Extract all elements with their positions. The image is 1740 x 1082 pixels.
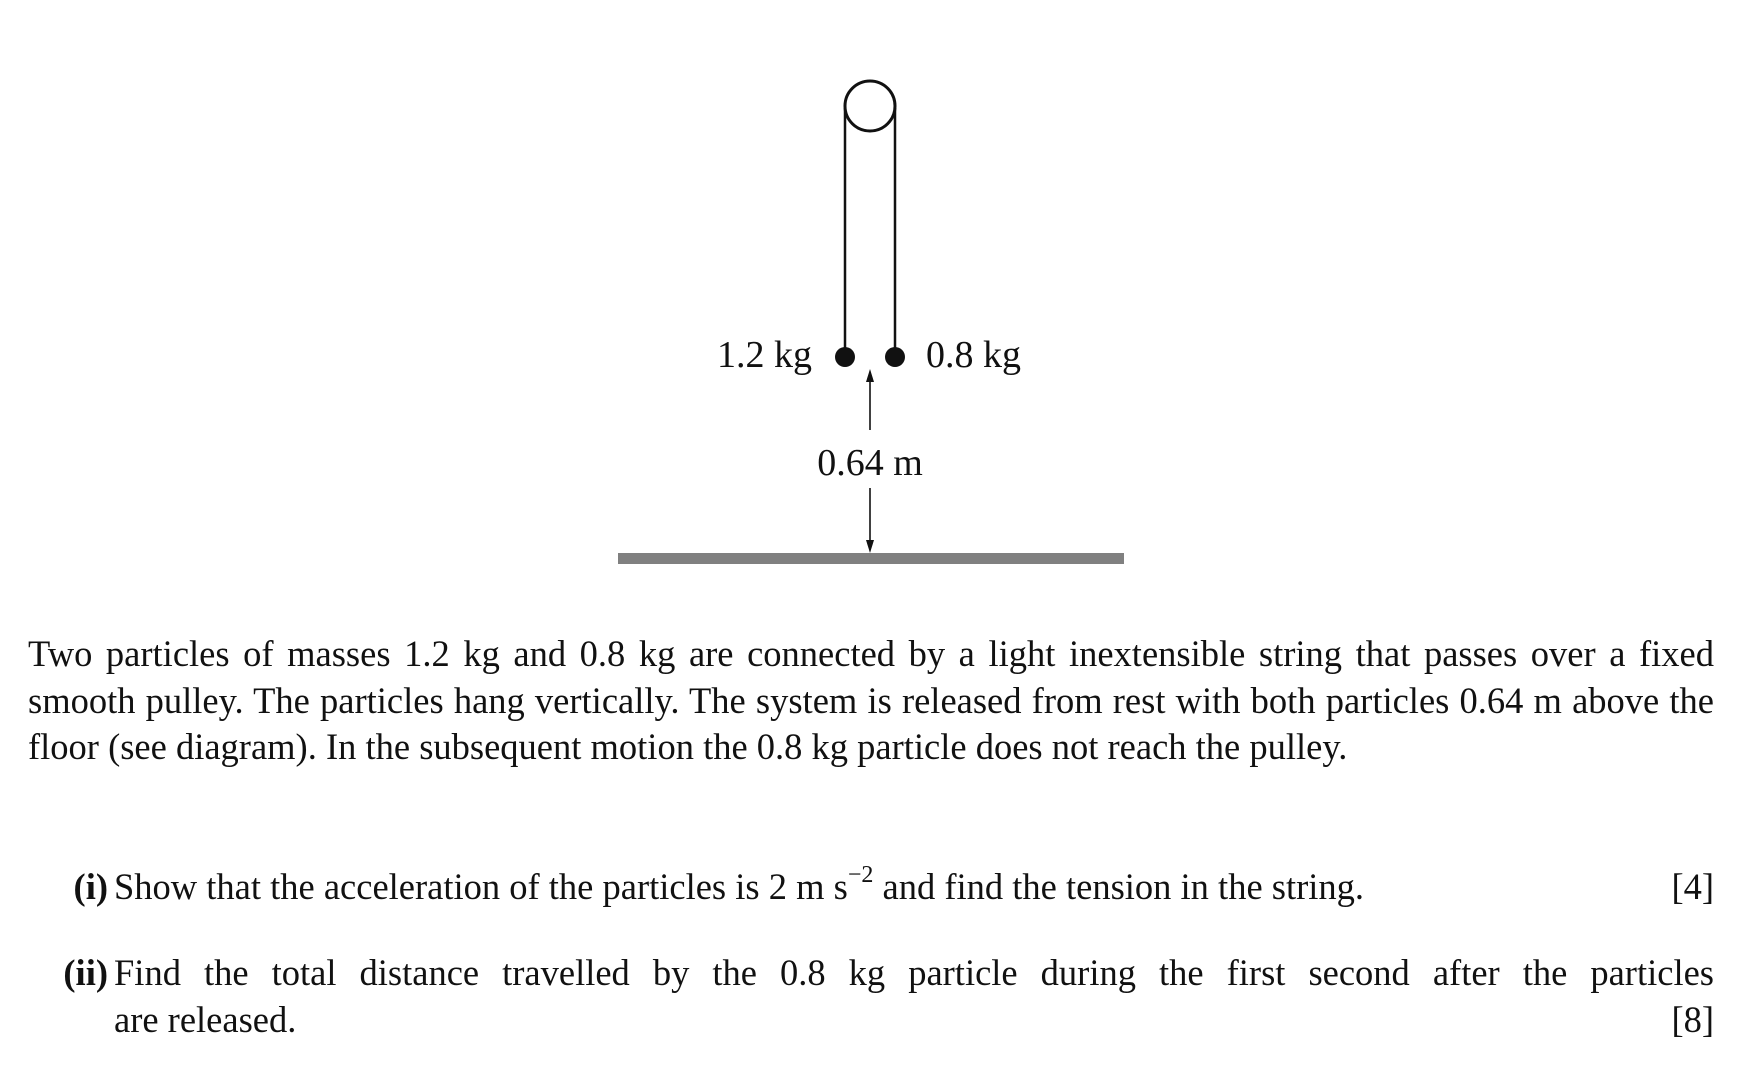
part-i-exponent: −2 (847, 861, 874, 888)
part-ii-marks: [8] (1671, 998, 1714, 1040)
intro-paragraph: Two particles of masses 1.2 kg and 0.8 k… (28, 633, 1714, 767)
part-ii-text-line1: Find the total distance travelled by the… (114, 952, 1714, 993)
question-part-ii: (ii) Find the total distance travelled b… (28, 950, 1714, 1043)
floor (618, 553, 1124, 564)
arrowhead-down (866, 540, 874, 553)
arrowhead-up (866, 369, 874, 382)
part-i-text-after: and find the tension in the string. (873, 866, 1365, 907)
particle-left (835, 347, 855, 367)
part-ii-text-line2: are released. (114, 998, 297, 1040)
part-i-text: Show that the acceleration of the partic… (114, 861, 1365, 911)
mass-left-label: 1.2 kg (717, 334, 812, 376)
pulley-diagram: 1.2 kg 0.8 kg 0.64 m (618, 79, 1124, 564)
part-i-label: (i) (73, 866, 108, 907)
mass-right-label: 0.8 kg (926, 334, 1021, 376)
question-part-i: (i) Show that the acceleration of the pa… (28, 861, 1714, 911)
pulley (843, 79, 897, 133)
part-i-marks: [4] (1671, 866, 1714, 907)
height-label: 0.64 m (817, 442, 923, 484)
part-ii-label: (ii) (63, 952, 108, 993)
particle-right (885, 347, 905, 367)
part-i-text-before: Show that the acceleration of the partic… (114, 866, 848, 907)
